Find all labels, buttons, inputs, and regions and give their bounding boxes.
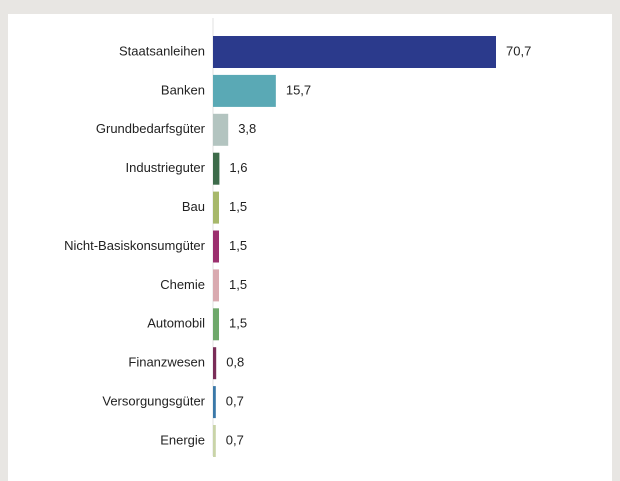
category-label: Grundbedarfsgüter: [96, 121, 206, 136]
value-label: 70,7: [506, 43, 531, 58]
category-label: Automobil: [147, 316, 205, 331]
bar: [213, 425, 216, 457]
category-label: Banken: [161, 82, 205, 97]
value-label: 0,7: [226, 394, 244, 409]
category-label: Staatsanleihen: [119, 43, 205, 58]
value-label: 0,7: [226, 432, 244, 447]
category-label: Versorgungsgüter: [102, 394, 205, 409]
value-label: 1,5: [229, 199, 247, 214]
category-label: Finanzwesen: [128, 355, 205, 370]
bar: [213, 152, 220, 185]
panel: [8, 14, 612, 481]
bar: [213, 269, 220, 302]
bar: [213, 386, 216, 419]
category-label: Nicht-Basiskonsumgüter: [64, 238, 206, 253]
bar: [213, 36, 496, 68]
bar: [213, 308, 220, 341]
category-label: Energie: [160, 432, 205, 447]
category-label: Bau: [182, 199, 205, 214]
bar: [213, 191, 220, 224]
bar: [213, 74, 276, 107]
value-label: 0,8: [226, 355, 244, 370]
value-label: 1,5: [229, 277, 247, 292]
value-label: 15,7: [286, 82, 311, 97]
bar: [213, 113, 229, 146]
bar: [213, 347, 217, 380]
value-label: 3,8: [238, 121, 256, 136]
bar: [213, 230, 220, 263]
category-label: Chemie: [160, 277, 205, 292]
category-label: Industrieguter: [126, 160, 206, 175]
value-label: 1,5: [229, 316, 247, 331]
value-label: 1,6: [229, 160, 247, 175]
value-label: 1,5: [229, 238, 247, 253]
